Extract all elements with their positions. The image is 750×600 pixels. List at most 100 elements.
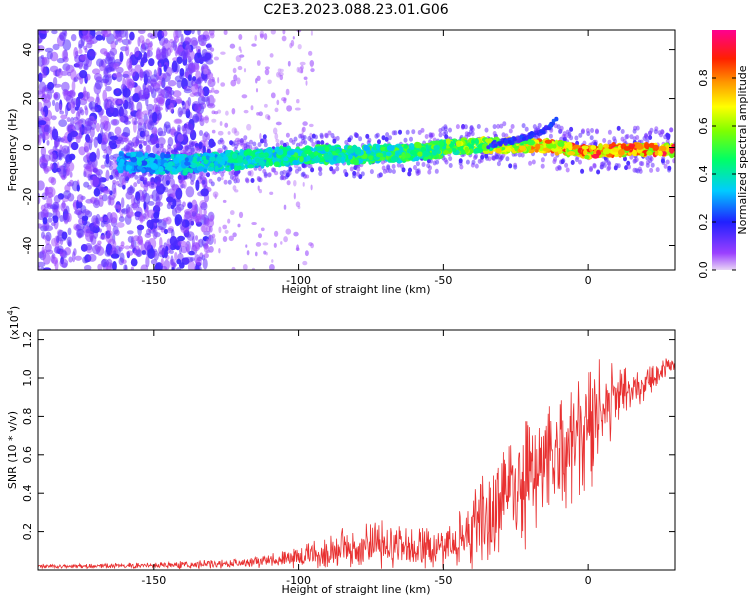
heatmap-cell bbox=[206, 218, 215, 228]
heatmap-cell bbox=[123, 136, 130, 143]
heatmap-cell bbox=[63, 160, 68, 166]
heatmap-cell bbox=[498, 157, 503, 163]
heatmap-cell bbox=[243, 68, 247, 73]
heatmap-cell bbox=[176, 166, 182, 172]
heatmap-cell bbox=[286, 150, 295, 156]
heatmap-cell bbox=[62, 39, 72, 51]
heatmap-cell bbox=[104, 248, 112, 257]
heatmap-cell bbox=[51, 30, 58, 35]
heatmap-cell bbox=[255, 157, 260, 163]
heatmap-cell bbox=[114, 33, 123, 41]
heatmap-cell bbox=[222, 199, 227, 203]
heatmap-cell bbox=[386, 164, 391, 170]
heatmap-cell bbox=[217, 130, 224, 136]
heatmap-cell bbox=[147, 32, 153, 38]
heatmap-cell bbox=[77, 120, 82, 128]
heatmap-cell bbox=[75, 111, 81, 121]
heatmap-cell bbox=[183, 132, 188, 144]
heatmap-cell bbox=[184, 256, 194, 263]
heatmap-cell bbox=[473, 148, 480, 154]
heatmap-cell bbox=[140, 57, 148, 63]
heatmap-cell bbox=[537, 122, 542, 128]
heatmap-cell bbox=[169, 174, 174, 180]
heatmap-cell bbox=[257, 233, 263, 239]
heatmap-cell bbox=[195, 179, 200, 191]
heatmap-cell bbox=[88, 101, 97, 110]
heatmap-cell bbox=[40, 266, 45, 270]
heatmap-cell bbox=[283, 97, 287, 104]
heatmap-cell bbox=[327, 130, 332, 136]
heatmap-cell bbox=[414, 142, 422, 149]
heatmap-cell bbox=[224, 166, 229, 172]
heatmap-cell bbox=[198, 130, 204, 136]
heatmap-cell bbox=[209, 155, 216, 163]
heatmap-cell bbox=[125, 44, 130, 57]
heatmap-cell bbox=[57, 152, 65, 157]
heatmap-cell bbox=[104, 158, 112, 168]
heatmap-cell bbox=[215, 155, 223, 163]
heatmap-cell bbox=[663, 163, 668, 169]
heatmap-cell bbox=[151, 189, 160, 202]
heatmap-cell bbox=[205, 249, 211, 254]
heatmap-cell bbox=[602, 147, 611, 155]
heatmap-cell bbox=[287, 170, 292, 176]
heatmap-cell bbox=[119, 115, 125, 123]
heatmap-cell bbox=[247, 164, 255, 169]
heatmap-cell bbox=[195, 145, 200, 151]
snr-x-tick-label: -50 bbox=[434, 574, 452, 587]
heatmap-cell bbox=[185, 123, 194, 135]
heatmap-cell bbox=[286, 105, 293, 112]
heatmap-cell bbox=[512, 137, 517, 142]
heatmap-cell bbox=[84, 243, 93, 251]
heatmap-cell bbox=[128, 115, 132, 120]
heatmap-cell bbox=[311, 141, 316, 147]
heatmap-cell bbox=[75, 136, 81, 144]
heatmap-cell bbox=[305, 80, 308, 86]
heatmap-cell bbox=[148, 58, 155, 67]
heatmap-cell bbox=[194, 235, 199, 241]
heatmap-cell bbox=[172, 262, 177, 267]
heatmap-cell bbox=[283, 204, 287, 210]
heatmap-cell bbox=[581, 128, 585, 134]
heatmap-cell bbox=[304, 149, 313, 155]
heatmap-cell bbox=[109, 174, 114, 180]
heatmap-cell bbox=[528, 160, 533, 166]
heatmap-cell bbox=[496, 123, 501, 129]
heatmap-cell bbox=[200, 42, 207, 47]
heatmap-cell bbox=[513, 164, 518, 170]
heatmap-cell bbox=[109, 197, 115, 206]
heatmap-cell bbox=[227, 179, 232, 185]
heatmap-cell bbox=[189, 140, 193, 146]
heatmap-cell bbox=[114, 172, 119, 178]
heatmap-cell bbox=[255, 78, 258, 84]
heatmap-cell bbox=[112, 250, 117, 256]
heatmap-cell bbox=[572, 144, 581, 150]
heatmap-cell bbox=[112, 261, 117, 270]
heatmap-cell bbox=[76, 184, 80, 192]
heatmap-cell bbox=[259, 132, 262, 140]
heatmap-cell bbox=[152, 103, 159, 115]
heatmap-cell bbox=[59, 32, 67, 41]
heatmap-cell bbox=[267, 79, 272, 85]
heatmap-cell bbox=[308, 242, 313, 247]
heatmap-cell bbox=[199, 118, 205, 127]
heatmap-cell bbox=[390, 155, 399, 163]
heatmap-cell bbox=[273, 161, 280, 168]
heatmap-cell bbox=[375, 143, 381, 150]
heatmap-cell bbox=[70, 33, 77, 42]
heatmap-cell bbox=[136, 101, 143, 113]
heatmap-cell bbox=[258, 111, 263, 117]
heatmap-cell bbox=[444, 159, 449, 165]
heatmap-cell bbox=[257, 142, 262, 148]
heatmap-cell bbox=[176, 145, 181, 151]
heatmap-cell bbox=[236, 77, 241, 85]
heatmap-cell bbox=[319, 132, 324, 138]
heatmap-cell bbox=[136, 165, 143, 170]
heatmap-cell bbox=[155, 201, 163, 208]
heatmap-cell bbox=[262, 168, 267, 174]
heatmap-cell bbox=[166, 165, 174, 172]
heatmap-cell bbox=[237, 223, 241, 228]
heatmap-cell bbox=[256, 176, 261, 181]
heatmap-cell bbox=[250, 178, 255, 183]
heatmap-cell bbox=[49, 204, 59, 210]
